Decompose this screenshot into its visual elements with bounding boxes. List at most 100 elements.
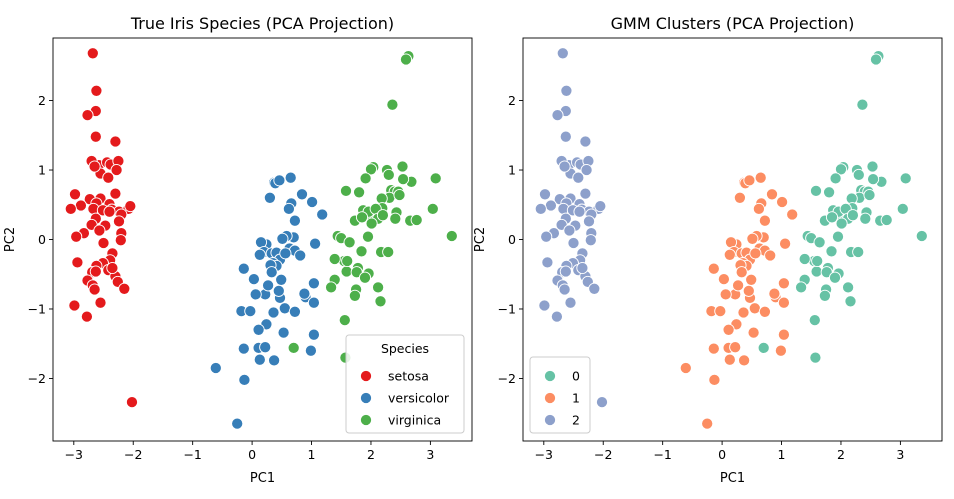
data-point-virginica-56 bbox=[361, 230, 375, 243]
data-point-setosa-39 bbox=[114, 234, 127, 247]
data-point-virginica-35 bbox=[445, 229, 458, 243]
data-point-1-46 bbox=[777, 328, 790, 341]
data-point-1-40 bbox=[737, 306, 750, 319]
data-point-virginica-45 bbox=[372, 281, 385, 294]
data-point-setosa-58 bbox=[106, 261, 119, 275]
data-point-0-35 bbox=[915, 229, 928, 243]
y-tick-label: −1 bbox=[28, 301, 46, 316]
legend-box bbox=[529, 356, 591, 434]
data-point-0-52 bbox=[809, 351, 822, 364]
data-point-versicolor-41 bbox=[288, 305, 301, 318]
data-point-2-47 bbox=[559, 265, 572, 278]
x-axis-label: PC1 bbox=[250, 471, 275, 486]
data-point-1-7 bbox=[765, 188, 779, 201]
data-point-versicolor-28 bbox=[275, 273, 288, 286]
data-point-virginica-18 bbox=[339, 184, 353, 197]
data-point-versicolor-49 bbox=[259, 341, 272, 354]
data-point-0-8 bbox=[852, 168, 865, 181]
data-point-2-27 bbox=[594, 200, 607, 213]
data-point-virginica-44 bbox=[358, 271, 372, 284]
data-point-1-23 bbox=[779, 237, 792, 250]
data-point-2-7 bbox=[551, 109, 564, 122]
chart-panel-right: GMM Clusters (PCA Projection) −3 −2 −1 0 1 2 3 −… bbox=[473, 14, 943, 486]
data-point-2-39 bbox=[584, 234, 597, 247]
data-point-1-17 bbox=[723, 248, 736, 261]
data-point-2-53 bbox=[558, 283, 571, 296]
data-point-0-37 bbox=[825, 245, 838, 258]
data-point-1-49 bbox=[729, 341, 742, 354]
data-point-versicolor-7 bbox=[295, 188, 309, 201]
data-point-1-30 bbox=[717, 273, 730, 286]
data-point-setosa-35 bbox=[93, 224, 106, 237]
data-point-1-44 bbox=[722, 323, 735, 336]
legend-label-1: 1 bbox=[572, 391, 580, 406]
y-tick-label: 2 bbox=[38, 93, 46, 108]
data-point-2-54 bbox=[588, 282, 601, 295]
data-point-0-59 bbox=[798, 252, 811, 266]
data-point-0-5 bbox=[834, 163, 848, 176]
data-point-setosa-53 bbox=[88, 283, 101, 296]
data-point-versicolor-27 bbox=[279, 247, 292, 260]
legend-marker-2 bbox=[543, 413, 557, 427]
data-point-virginica-42 bbox=[350, 266, 363, 279]
data-points bbox=[64, 47, 458, 430]
chart-title: True Iris Species (PCA Projection) bbox=[130, 14, 394, 33]
data-point-setosa-55 bbox=[68, 299, 81, 312]
data-point-1-10 bbox=[758, 214, 771, 227]
data-point-virginica-49 bbox=[348, 289, 361, 302]
data-point-virginica-33 bbox=[343, 236, 356, 249]
legend: 0 1 2 bbox=[529, 356, 591, 434]
data-point-2-2 bbox=[560, 84, 573, 97]
data-point-1-27 bbox=[749, 247, 762, 260]
x-tick-label: 3 bbox=[896, 447, 904, 462]
data-point-0-34 bbox=[880, 213, 893, 227]
data-point-1-47 bbox=[707, 342, 720, 355]
data-point-2-56 bbox=[564, 296, 577, 309]
data-point-0-17 bbox=[863, 188, 876, 202]
legend-marker-virginica bbox=[359, 413, 373, 427]
data-point-0-2 bbox=[856, 98, 869, 111]
chart-title: GMM Clusters (PCA Projection) bbox=[611, 14, 855, 33]
y-tick-label: −2 bbox=[28, 371, 46, 386]
data-point-setosa-12 bbox=[88, 160, 101, 173]
data-point-virginica-1 bbox=[399, 53, 413, 66]
chart-panel-left: True Iris Species (PCA Projection) −3 −2 −1… bbox=[3, 14, 473, 486]
data-point-versicolor-17 bbox=[253, 248, 266, 261]
y-tick-label: 1 bbox=[508, 163, 516, 178]
data-point-versicolor-51 bbox=[268, 354, 281, 367]
x-tick-label: −2 bbox=[594, 447, 612, 462]
data-point-0-11 bbox=[867, 173, 880, 186]
data-point-virginica-26 bbox=[376, 209, 389, 222]
data-point-1-29 bbox=[764, 249, 777, 262]
data-point-2-55 bbox=[538, 299, 551, 312]
data-points bbox=[534, 47, 928, 430]
data-point-setosa-54 bbox=[118, 282, 131, 295]
data-point-1-28 bbox=[745, 273, 758, 286]
y-tick-label: 1 bbox=[38, 163, 46, 178]
data-point-setosa-28 bbox=[64, 202, 77, 215]
data-point-versicolor-52 bbox=[304, 344, 317, 357]
data-point-versicolor-37 bbox=[307, 277, 320, 290]
data-point-versicolor-42 bbox=[244, 305, 257, 318]
x-tick-label: −3 bbox=[535, 447, 553, 462]
data-point-1-37 bbox=[777, 277, 790, 290]
legend-label-virginica: virginica bbox=[388, 413, 441, 428]
data-point-virginica-38 bbox=[382, 245, 395, 259]
x-tick-label: 1 bbox=[778, 447, 786, 462]
x-tick-label: 2 bbox=[837, 447, 845, 462]
data-point-versicolor-47 bbox=[237, 342, 250, 355]
data-point-setosa-59 bbox=[125, 396, 139, 409]
data-point-virginica-54 bbox=[341, 254, 354, 268]
data-point-setosa-44 bbox=[71, 256, 84, 269]
data-point-1-3 bbox=[743, 174, 756, 187]
legend-marker-setosa bbox=[359, 369, 373, 383]
data-point-virginica-47 bbox=[325, 281, 338, 294]
data-point-1-55 bbox=[701, 417, 714, 430]
data-point-setosa-0 bbox=[86, 47, 99, 60]
data-point-2-16 bbox=[538, 188, 552, 201]
x-tick-label: −1 bbox=[653, 447, 671, 462]
data-point-2-34 bbox=[582, 215, 596, 228]
data-point-virginica-2 bbox=[386, 98, 399, 111]
legend-marker-1 bbox=[543, 391, 557, 405]
